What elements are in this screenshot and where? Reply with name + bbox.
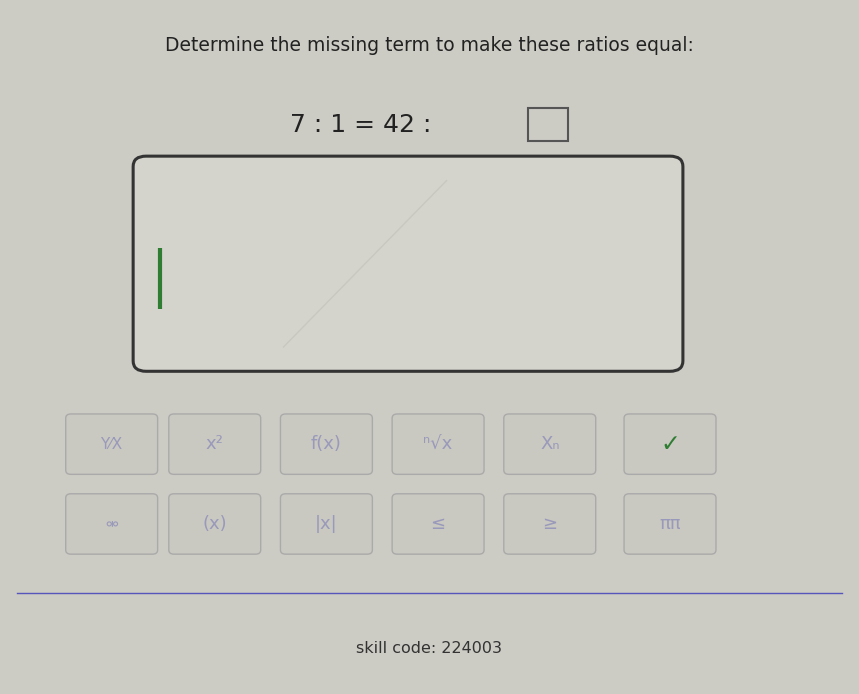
Text: ⁿ√x: ⁿ√x xyxy=(423,435,453,453)
FancyBboxPatch shape xyxy=(168,494,261,554)
Text: Determine the missing term to make these ratios equal:: Determine the missing term to make these… xyxy=(165,35,694,55)
Text: f(x): f(x) xyxy=(311,435,342,453)
FancyBboxPatch shape xyxy=(168,414,261,475)
Text: ⚮: ⚮ xyxy=(106,516,118,532)
FancyBboxPatch shape xyxy=(280,414,373,475)
Text: (x): (x) xyxy=(203,515,227,533)
FancyBboxPatch shape xyxy=(503,494,596,554)
FancyBboxPatch shape xyxy=(624,414,716,475)
Text: skill code: 224003: skill code: 224003 xyxy=(356,641,503,657)
FancyBboxPatch shape xyxy=(392,494,484,554)
Text: Y⁄X: Y⁄X xyxy=(101,437,123,452)
Text: ✓: ✓ xyxy=(661,432,679,456)
Text: Xₙ: Xₙ xyxy=(540,435,559,453)
FancyBboxPatch shape xyxy=(65,494,158,554)
Text: 7 : 1 = 42 :: 7 : 1 = 42 : xyxy=(290,113,431,137)
Text: ≤: ≤ xyxy=(430,515,446,533)
FancyBboxPatch shape xyxy=(503,414,596,475)
FancyBboxPatch shape xyxy=(624,494,716,554)
Text: |x|: |x| xyxy=(315,515,338,533)
Text: x²: x² xyxy=(206,435,223,453)
FancyBboxPatch shape xyxy=(133,156,683,371)
Text: ≥: ≥ xyxy=(542,515,557,533)
FancyBboxPatch shape xyxy=(528,108,568,141)
FancyBboxPatch shape xyxy=(65,414,158,475)
FancyBboxPatch shape xyxy=(392,414,484,475)
FancyBboxPatch shape xyxy=(280,494,373,554)
Text: ππ: ππ xyxy=(659,515,681,533)
